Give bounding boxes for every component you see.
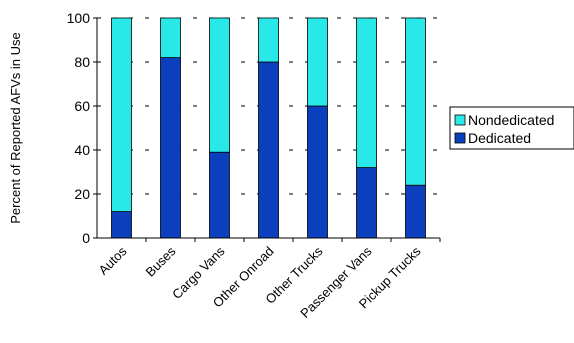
bar-nondedicated-buses [160, 17, 181, 58]
bar-dedicated-pickup-trucks [405, 184, 426, 239]
bar-nondedicated-passenger-vans [356, 17, 377, 169]
bar-dedicated-buses [160, 57, 181, 239]
bar-nondedicated-pickup-trucks [405, 17, 426, 186]
y-tick-labels: 0 20 40 60 80 100 [67, 10, 91, 246]
y-axis-label: Percent of Reported AFVs in Use [8, 32, 23, 223]
y-tick-label: 60 [74, 98, 90, 114]
bar-dedicated-autos [111, 211, 132, 239]
bar-dedicated-other-onroad [258, 61, 279, 239]
legend-swatch-dedicated [454, 132, 466, 144]
y-tick-label: 40 [74, 142, 90, 158]
y-tick-label: 0 [82, 230, 90, 246]
y-tick-label: 20 [74, 186, 90, 202]
x-tick-label: Autos [96, 243, 130, 277]
grid-lines [93, 17, 441, 242]
legend-box [449, 106, 574, 150]
x-tick-label: Buses [142, 243, 179, 280]
legend: Nondedicated Dedicated [449, 106, 574, 150]
bar-nondedicated-other-trucks [307, 17, 328, 107]
bar-dedicated-passenger-vans [356, 167, 377, 239]
bar-group [111, 17, 426, 239]
axes [96, 18, 440, 239]
legend-label-nondedicated: Nondedicated [468, 112, 554, 128]
bar-nondedicated-other-onroad [258, 17, 279, 63]
legend-label-dedicated: Dedicated [468, 130, 531, 146]
bar-nondedicated-cargo-vans [209, 17, 230, 153]
bar-nondedicated-autos [111, 17, 132, 213]
bar-dedicated-other-trucks [307, 105, 328, 239]
y-tick-label: 80 [74, 54, 90, 70]
bar-dedicated-cargo-vans [209, 151, 230, 239]
legend-swatch-nondedicated [454, 114, 466, 126]
y-tick-label: 100 [67, 10, 91, 26]
